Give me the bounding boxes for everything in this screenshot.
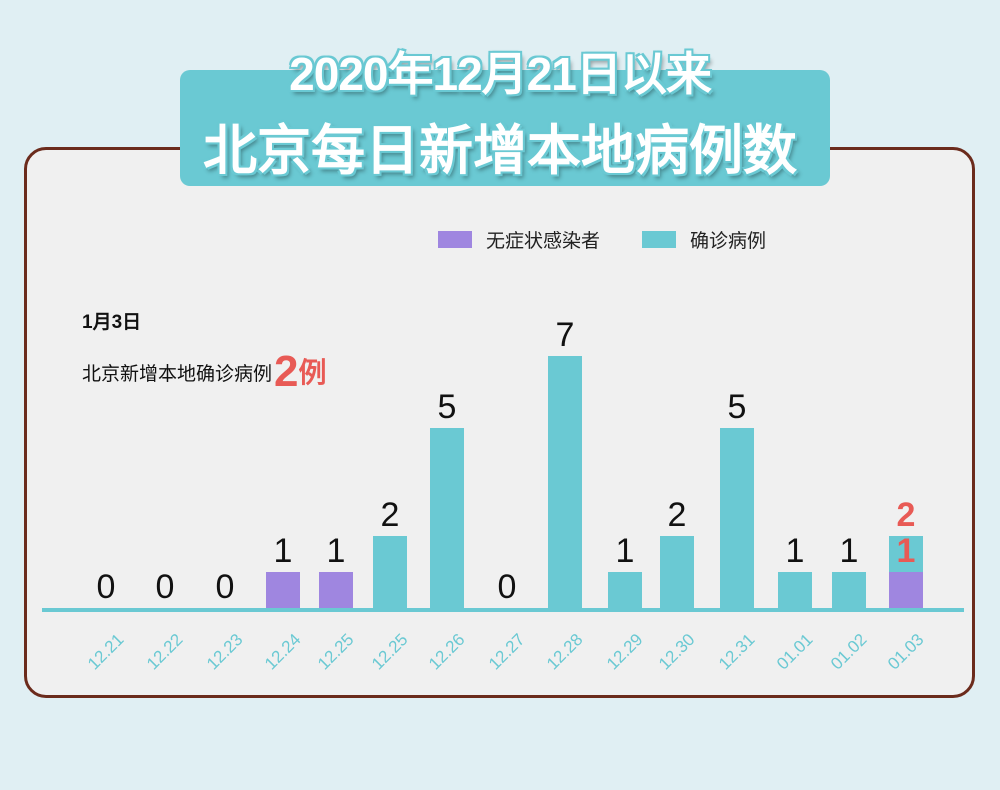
legend-item-confirmed: 确诊病例 (642, 226, 766, 253)
title-line-1: 2020年12月21日以来 (289, 48, 712, 100)
data-label: 0 (155, 568, 175, 606)
bar-confirmed (832, 572, 866, 608)
legend-label-confirmed: 确诊病例 (690, 230, 767, 252)
title-line-2: 北京每日新增本地病例数 (203, 121, 797, 181)
data-label: 2 (896, 496, 916, 534)
data-label: 5 (727, 388, 747, 426)
data-label: 1 (326, 532, 346, 570)
bar-confirmed (889, 536, 923, 572)
inner-data-label: 1 (896, 532, 916, 570)
data-label: 7 (555, 316, 575, 354)
bar-asymptomatic (319, 572, 353, 608)
bar-confirmed (548, 356, 582, 608)
bar-confirmed (660, 536, 694, 608)
annotation-number: 2 (274, 347, 299, 396)
annotation-text: 北京新增本地确诊病例 (82, 363, 273, 385)
legend-item-asymptomatic: 无症状感染者 (438, 226, 600, 253)
data-label: 2 (667, 496, 687, 534)
bar-confirmed (430, 428, 464, 608)
legend-label-asymptomatic: 无症状感染者 (486, 230, 601, 252)
legend: 无症状感染者 确诊病例 (438, 226, 808, 253)
data-label: 2 (380, 496, 400, 534)
data-label: 1 (839, 532, 859, 570)
chart-card (24, 147, 975, 698)
x-axis (42, 608, 964, 612)
data-label: 1 (785, 532, 805, 570)
data-label: 1 (615, 532, 635, 570)
title-banner (180, 70, 830, 186)
bar-confirmed (778, 572, 812, 608)
annotation-date: 1月3日 (82, 312, 142, 333)
bar-confirmed (720, 428, 754, 608)
data-label: 0 (497, 568, 517, 606)
annotation-unit: 例 (298, 356, 327, 389)
data-label: 1 (273, 532, 293, 570)
data-label: 0 (96, 568, 116, 606)
bar-confirmed (608, 572, 642, 608)
data-label: 5 (437, 388, 457, 426)
legend-swatch-asymptomatic (438, 231, 472, 248)
bar-confirmed (373, 536, 407, 608)
data-label: 0 (215, 568, 235, 606)
bar-asymptomatic (266, 572, 300, 608)
annotation-line: 北京新增本地确诊病例 2 例 (82, 344, 327, 394)
bar-asymptomatic (889, 572, 923, 608)
legend-swatch-confirmed (642, 231, 677, 248)
